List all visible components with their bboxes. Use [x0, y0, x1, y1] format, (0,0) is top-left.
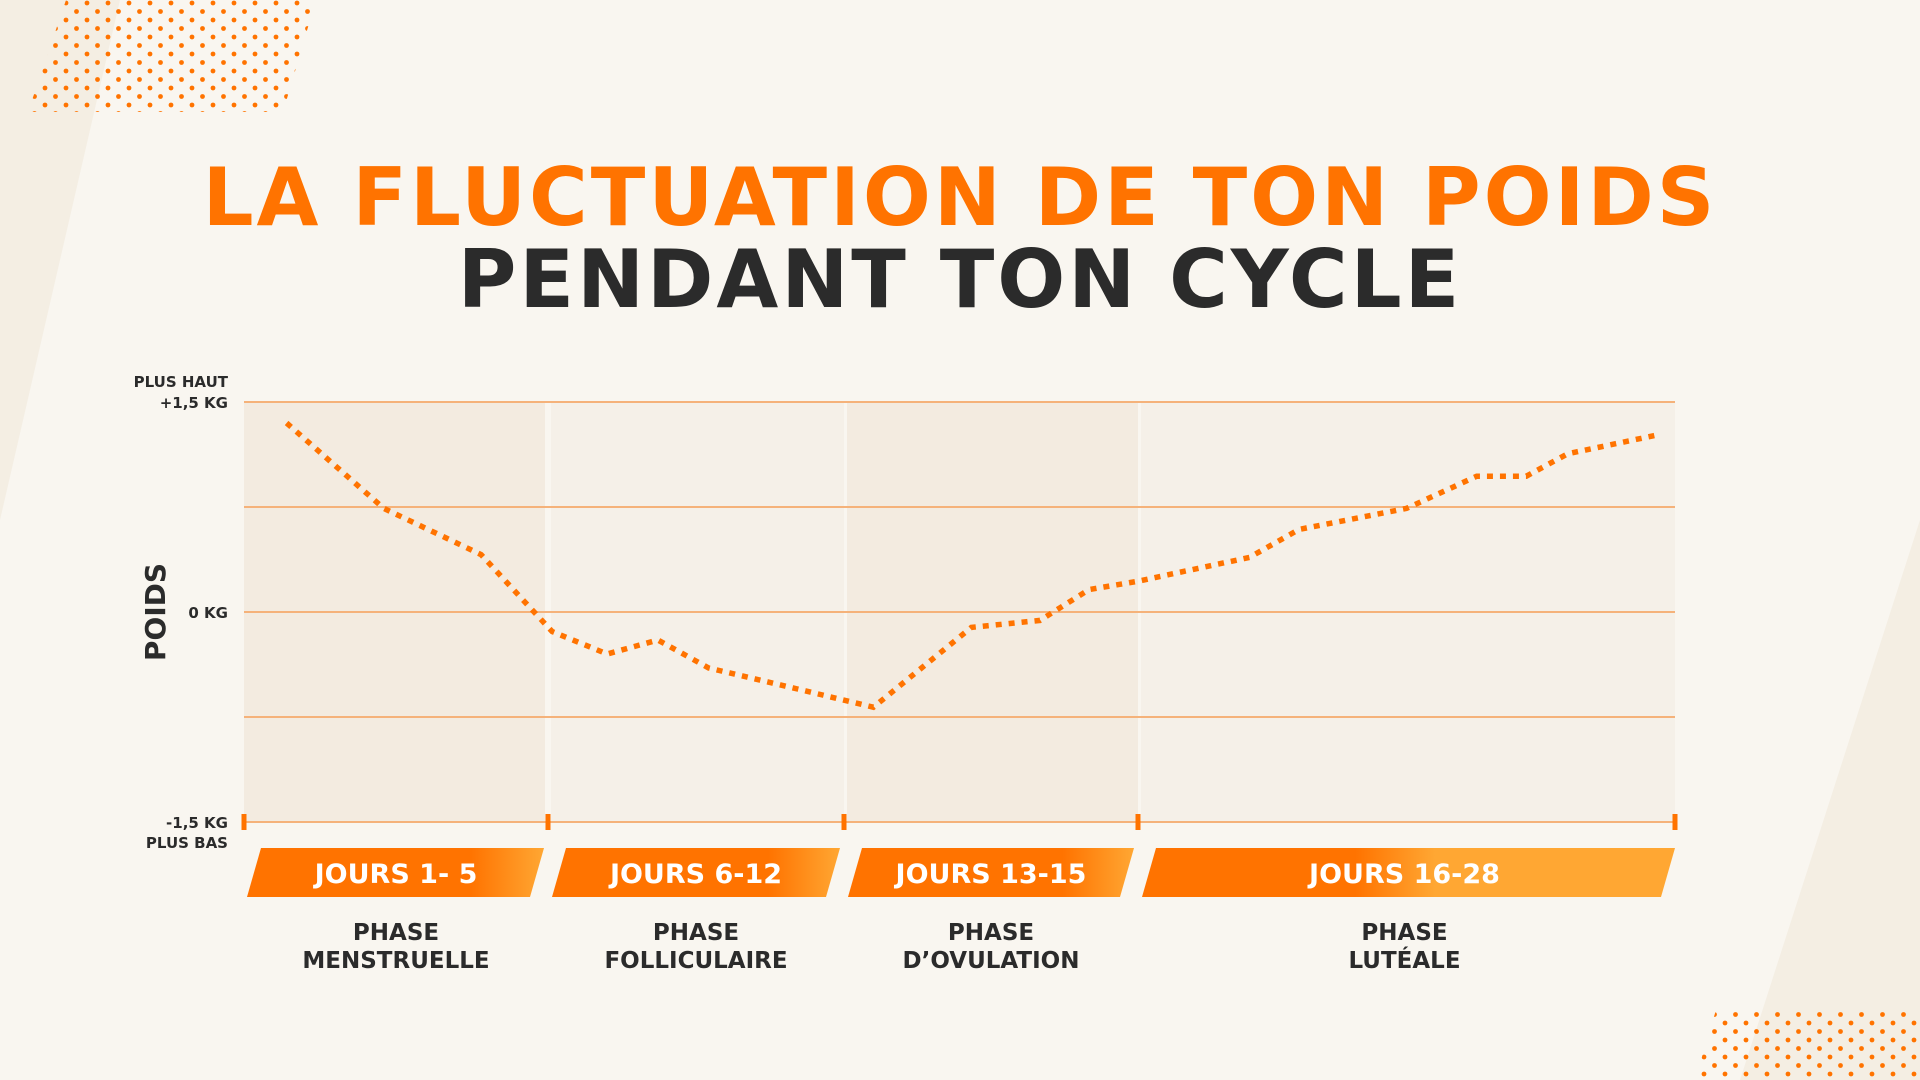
x-tick: [1672, 814, 1678, 830]
phase-days-label: JOURS 1- 5: [313, 859, 478, 890]
y-tick-label: +1,5 KG: [160, 394, 228, 412]
title-line-1: LA FLUCTUATION DE TON POIDS: [202, 151, 1718, 244]
phase-name-line-1: PHASE: [1361, 920, 1447, 946]
phase-days-label: JOURS 13-15: [894, 859, 1087, 890]
phase-name-line-2: LUTÉALE: [1348, 946, 1460, 974]
weight-line: [284, 420, 1655, 711]
x-tick: [1135, 814, 1141, 830]
phase-days-banner: [247, 848, 544, 897]
phase-days-banner: [848, 848, 1134, 897]
x-tick: [545, 814, 551, 830]
y-tick-label: -1,5 KG: [166, 814, 228, 832]
phase-name-line-1: PHASE: [948, 920, 1034, 946]
title-line-2: PENDANT TON CYCLE: [457, 233, 1463, 326]
dot-pattern: [28, 0, 316, 112]
y-tick-label: 0 KG: [188, 604, 228, 622]
phase-days-banner: [552, 848, 840, 897]
phase-name-line-2: D’OVULATION: [903, 948, 1080, 974]
y-tick-note: PLUS BAS: [146, 834, 228, 852]
corner-shape: [0, 0, 120, 520]
phase-days-label: JOURS 6-12: [608, 859, 782, 890]
y-tick-note: PLUS HAUT: [134, 373, 229, 391]
x-tick: [241, 814, 247, 830]
x-tick: [841, 814, 847, 830]
y-axis-label: POIDS: [139, 563, 172, 661]
phase-name-line-2: MENSTRUELLE: [302, 948, 489, 974]
phase-name-line-2: FOLLICULAIRE: [604, 948, 787, 974]
dot-pattern: [1695, 1010, 1920, 1080]
phase-days-banner: [1142, 848, 1675, 897]
phase-days-label: JOURS 16-28: [1307, 859, 1500, 890]
phase-name-line-1: PHASE: [353, 920, 439, 946]
corner-shape: [1740, 520, 1920, 1080]
phase-name-line-1: PHASE: [653, 920, 739, 946]
